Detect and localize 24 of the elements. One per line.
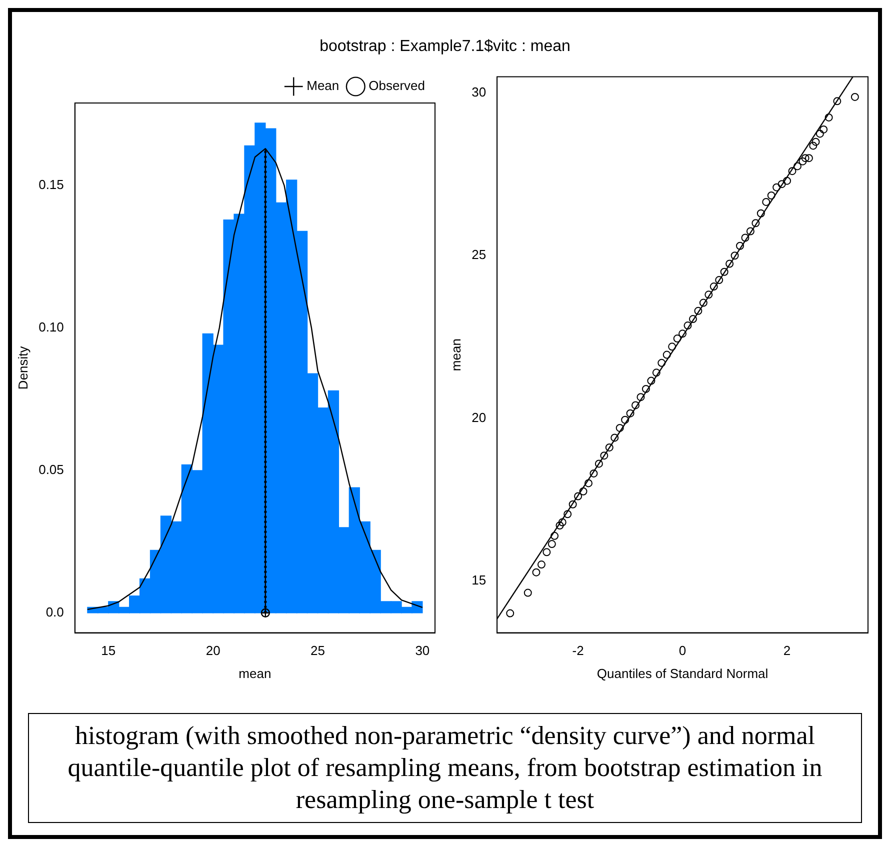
y-tick-label: 0.10 xyxy=(38,320,64,335)
y-tick-label: 20 xyxy=(472,410,486,425)
y-tick-label: 30 xyxy=(472,84,486,100)
y-tick-label: 0.0 xyxy=(46,604,64,620)
x-tick-label: -2 xyxy=(572,643,584,658)
y-tick-label: 0.05 xyxy=(38,462,64,478)
x-tick-label: 0 xyxy=(678,643,686,658)
legend-label: Observed xyxy=(368,78,426,94)
y-tick-label: 0.15 xyxy=(38,177,64,192)
page-frame: bootstrap : Example7.1$vitc : mean mean Density Mean Observed 15 20 25 30 0.0 0.05 0.10 0.15 Quantiles of Standard Normal mean -2 0 2 15 20 25 30 histogram (with smoothed non-parametric “density curve”) and normal quantile-quantile plot of resampling means, from bootstrap estimation in resampling one-sample t test xyxy=(8,8,882,839)
y-tick-label: 25 xyxy=(472,247,486,262)
x-axis-title: mean xyxy=(238,666,272,681)
chart-title: bootstrap : Example7.1$vitc : mean xyxy=(318,37,572,57)
x-tick-label: 25 xyxy=(310,643,325,658)
text: histogram (with smoothed non-parametric “density curve”) and normal quantile-quantile plot of resampling means, from bootstrap estimation in resampling one-sample t test xyxy=(28,713,862,823)
x-tick-label: 2 xyxy=(783,643,791,658)
x-axis-title: Quantiles of Standard Normal xyxy=(596,666,768,681)
x-tick-label: 20 xyxy=(206,643,220,658)
x-tick-label: 15 xyxy=(101,643,116,658)
legend-label: Mean xyxy=(306,78,340,94)
y-axis-title: Density xyxy=(15,346,30,390)
y-tick-label: 15 xyxy=(472,572,486,588)
y-axis-title: mean xyxy=(448,338,464,372)
x-tick-label: 30 xyxy=(415,643,430,658)
